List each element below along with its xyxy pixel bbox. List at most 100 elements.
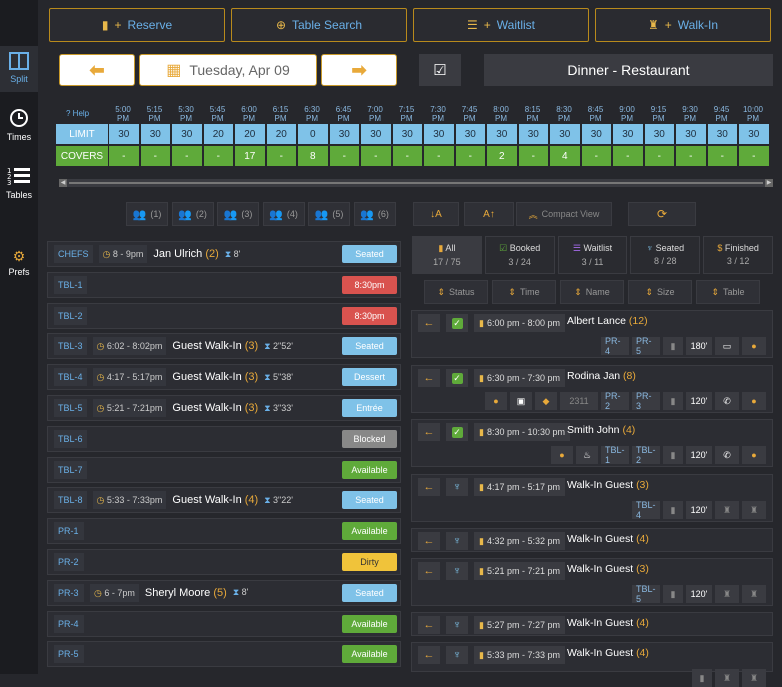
reservation-card[interactable]: ← ♆ ▮ 5:21 pm - 7:21 pm Walk-In Guest (3) ♜ ♜ 1… — [411, 558, 773, 606]
table-chip[interactable]: PR-2 — [601, 391, 629, 411]
reservation-card[interactable]: ← ✓ ▮ 6:00 pm - 8:00 pm Albert Lance (12) ● ▭ 1… — [411, 310, 773, 358]
reservation-card[interactable]: ← ♆ ▮ 5:33 pm - 7:33 pm Walk-In Guest (4) ♜ ♜ ▮ — [411, 642, 773, 687]
arrow-left-icon[interactable]: ← — [418, 314, 440, 332]
party-size-filter[interactable]: 👥 (6) — [353, 202, 396, 226]
sidebar-item-times[interactable]: Times — [0, 108, 38, 148]
limit-cell[interactable]: 30 — [140, 124, 170, 144]
table-chip[interactable]: TBL-5 — [632, 584, 660, 604]
table-row[interactable]: TBL-8 ◷ 5:33 - 7:33pm Guest Walk-In (4) ⧗ 3… — [47, 487, 401, 514]
covers-cell[interactable]: - — [644, 146, 674, 166]
table-status-button[interactable]: Available — [342, 460, 397, 479]
phone-icon[interactable]: ♜ — [715, 585, 739, 603]
party-size-filter[interactable]: 👥 (2) — [171, 202, 214, 226]
tab-waitlist[interactable]: ☰ Waitlist 3 / 11 — [557, 236, 628, 274]
arrow-left-icon[interactable]: ← — [418, 616, 440, 634]
phone-icon[interactable]: ✆ — [715, 392, 739, 410]
table-status-button[interactable]: Seated — [342, 583, 397, 602]
calendar-check-button[interactable]: ☑ — [419, 54, 461, 86]
utensils-icon[interactable]: ♆ — [446, 616, 468, 634]
phone-icon[interactable]: ♜ — [715, 669, 739, 687]
party-size-filter[interactable]: 👥 (5) — [308, 202, 350, 226]
status-indicator-icon[interactable]: ▮ — [663, 446, 683, 464]
covers-cell[interactable]: 8 — [298, 146, 328, 166]
compact-view-button[interactable]: ︽ Compact View — [516, 202, 612, 226]
utensils-icon[interactable]: ♆ — [446, 646, 468, 664]
arrow-left-icon[interactable]: ← — [418, 532, 440, 550]
covers-cell[interactable]: - — [140, 146, 170, 166]
table-status-button[interactable]: Blocked — [342, 429, 397, 448]
limit-cell[interactable]: 30 — [676, 124, 706, 144]
table-status-button[interactable]: Seated — [342, 491, 397, 510]
table-status-button[interactable]: Seated — [342, 245, 397, 263]
status-indicator-icon[interactable]: ▮ — [663, 337, 683, 355]
party-size-filter[interactable]: 👥 (3) — [217, 202, 259, 226]
sort-table-button[interactable]: ⇕ Table — [696, 280, 760, 304]
phone-icon[interactable]: ♜ — [715, 501, 739, 519]
limit-cell[interactable]: 30 — [361, 124, 391, 144]
table-status-button[interactable]: Seated — [342, 337, 397, 356]
limit-cell[interactable]: 30 — [392, 124, 422, 144]
status-indicator-icon[interactable]: ▮ — [663, 585, 683, 603]
arrow-left-icon[interactable]: ← — [418, 423, 440, 441]
table-status-button[interactable]: Available — [342, 614, 397, 633]
table-status-button[interactable]: Entrée — [342, 399, 397, 417]
tab-booked[interactable]: ☑ Booked 3 / 24 — [484, 236, 555, 274]
table-row[interactable]: PR-2 Dirty — [47, 549, 401, 575]
reservation-card[interactable]: ← ✓ ▮ 8:30 pm - 10:30 pm Smith John (4) ● ✆ 120… — [411, 419, 773, 467]
user-icon[interactable]: ● — [742, 392, 766, 410]
limit-cell[interactable]: 30 — [613, 124, 643, 144]
limit-cell[interactable]: 20 — [203, 124, 233, 144]
table-row[interactable]: TBL-1 8:30pm — [47, 271, 401, 298]
date-picker[interactable]: ▦ Tuesday, Apr 09 — [139, 54, 317, 86]
tab-all[interactable]: ▮ All 17 / 75 — [412, 236, 482, 274]
limit-cell[interactable]: 20 — [235, 124, 265, 144]
sort-desc-button[interactable]: ↓A — [413, 202, 459, 226]
table-chip[interactable]: PR-4 — [601, 336, 629, 356]
table-status-button[interactable]: Available — [342, 645, 397, 664]
shift-selector[interactable]: Dinner - Restaurant — [484, 54, 773, 86]
covers-cell[interactable]: - — [613, 146, 643, 166]
covers-cell[interactable]: - — [581, 146, 611, 166]
sidebar-item-split[interactable]: Split — [0, 46, 38, 92]
limit-cell[interactable]: 0 — [298, 124, 328, 144]
user-icon[interactable]: ● — [742, 337, 766, 355]
covers-cell[interactable]: - — [203, 146, 233, 166]
limit-cell[interactable]: 30 — [109, 124, 139, 144]
prev-day-button[interactable]: ⬅ — [59, 54, 135, 86]
walk-in-button[interactable]: ♜ + Walk-In — [595, 8, 771, 42]
limit-cell[interactable]: 30 — [581, 124, 611, 144]
waitlist-button[interactable]: ☰ + Waitlist — [413, 8, 589, 42]
covers-cell[interactable]: - — [109, 146, 139, 166]
covers-cell[interactable]: 2 — [487, 146, 517, 166]
limit-cell[interactable]: 30 — [644, 124, 674, 144]
reserve-button[interactable]: ▮ + Reserve — [49, 8, 225, 42]
limit-cell[interactable]: 30 — [487, 124, 517, 144]
status-indicator-icon[interactable]: ▮ — [692, 669, 712, 687]
checkbox[interactable]: ✓ — [446, 423, 468, 441]
walker-icon[interactable]: ♜ — [742, 669, 766, 687]
sort-status-button[interactable]: ⇕ Status — [424, 280, 488, 304]
covers-cell[interactable]: - — [266, 146, 296, 166]
table-search-button[interactable]: ⊕ Table Search — [231, 8, 407, 42]
limit-cell[interactable]: 30 — [455, 124, 485, 144]
covers-cell[interactable]: - — [361, 146, 391, 166]
table-chip[interactable]: TBL-4 — [632, 500, 660, 520]
sort-time-button[interactable]: ⇕ Time — [492, 280, 556, 304]
table-row[interactable]: TBL-2 8:30pm — [47, 302, 401, 329]
refresh-button[interactable]: ⟳ — [628, 202, 696, 226]
duration[interactable]: 120' — [686, 392, 712, 410]
utensils-icon[interactable]: ♆ — [446, 532, 468, 550]
checkbox[interactable]: ✓ — [446, 369, 468, 387]
table-status-button[interactable]: Dessert — [342, 368, 397, 387]
limit-cell[interactable]: 30 — [707, 124, 737, 144]
arrow-left-icon[interactable]: ← — [418, 562, 440, 580]
sidebar-item-prefs[interactable]: ⚙ Prefs — [0, 248, 38, 282]
table-row[interactable]: PR-3 ◷ 6 - 7pm Sheryl Moore (5) ⧗ 8' Seated — [47, 579, 401, 606]
tab-finished[interactable]: $ Finished 3 / 12 — [703, 236, 773, 274]
reservation-card[interactable]: ← ✓ ▮ 6:30 pm - 7:30 pm Rodina Jan (8) ● ✆ 120'… — [411, 365, 773, 413]
arrow-left-icon[interactable]: ← — [418, 646, 440, 664]
utensils-icon[interactable]: ♆ — [446, 478, 468, 496]
limit-cell[interactable]: 20 — [266, 124, 296, 144]
duration[interactable]: 120' — [686, 585, 712, 603]
